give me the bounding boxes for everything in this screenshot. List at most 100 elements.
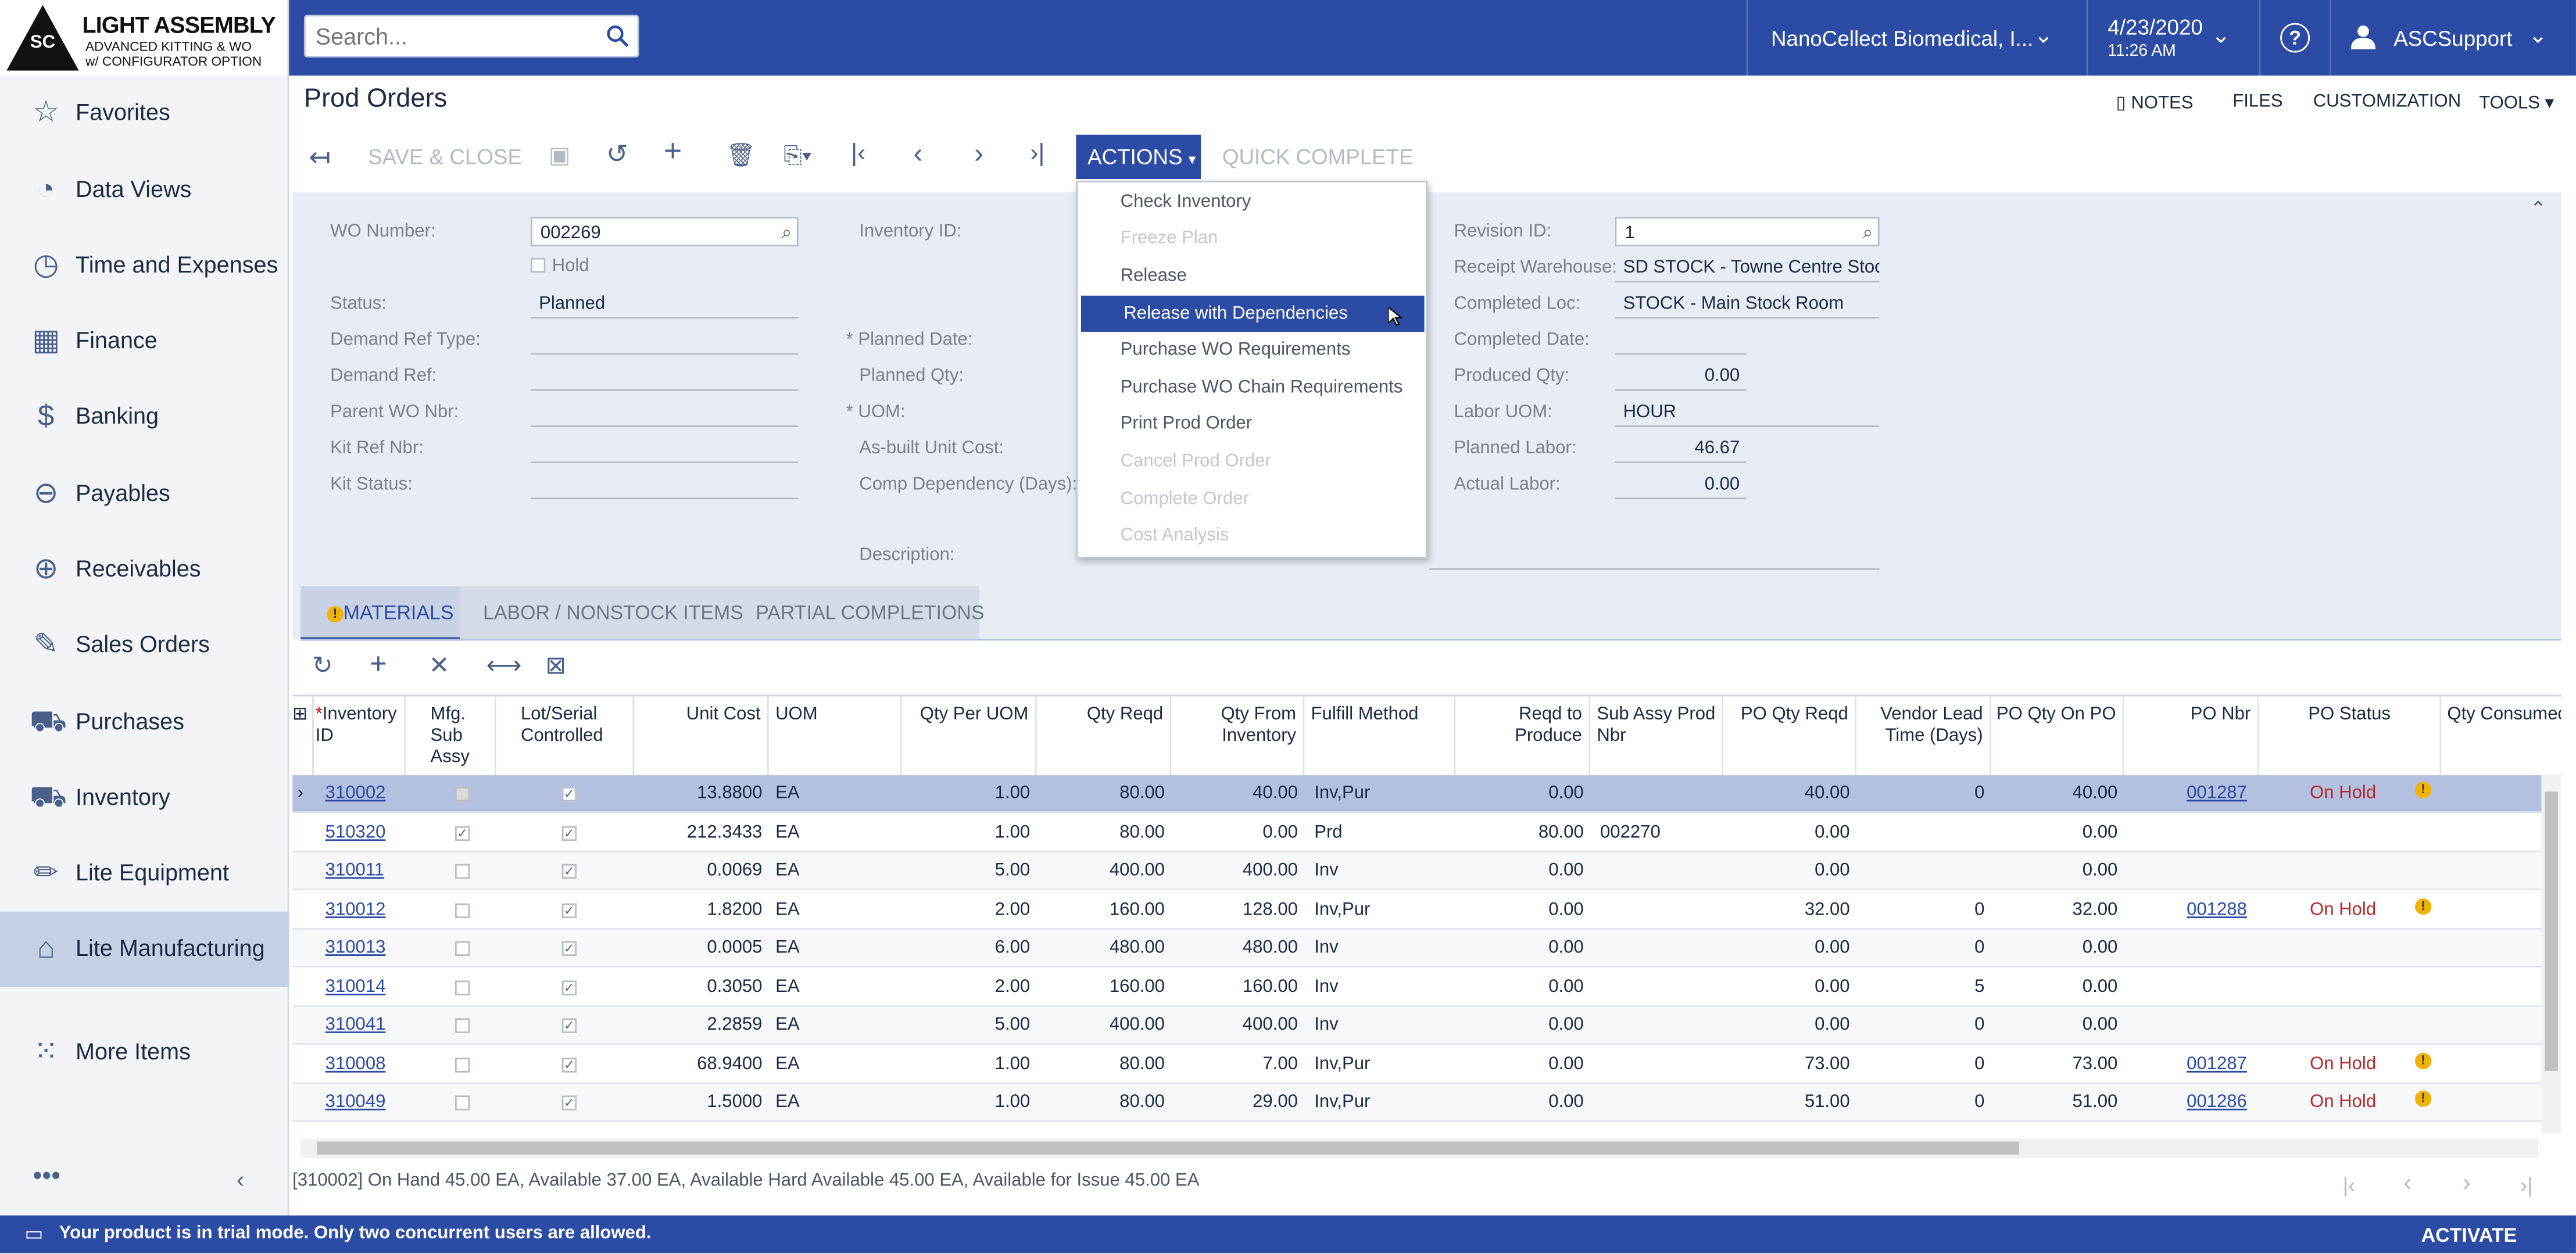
add-icon[interactable]: +	[663, 134, 682, 170]
lot-serial-checkbox[interactable]: ✓	[561, 902, 577, 918]
menu-item-release-with-dependencies[interactable]: Release with Dependencies	[1081, 295, 1425, 332]
first-record-icon[interactable]: |‹	[851, 139, 866, 168]
sidebar-item-favorites[interactable]: ☆ Favorites	[0, 76, 289, 151]
col-qty-per-uom[interactable]: Qty Per UOM	[904, 696, 1037, 776]
col-inventory-id[interactable]: *Inventory ID	[316, 696, 406, 776]
horizontal-scrollbar[interactable]	[300, 1138, 2538, 1158]
lot-serial-checkbox[interactable]: ✓	[561, 941, 577, 956]
sidebar-item-data-views[interactable]: ◔ Data Views	[0, 153, 289, 228]
save-icon[interactable]: ▣	[549, 141, 571, 168]
cell-po-nbr[interactable]	[2187, 852, 2252, 890]
menu-item-freeze-plan[interactable]: Freeze Plan	[1120, 228, 1218, 248]
lot-serial-checkbox[interactable]: ✓	[561, 1056, 577, 1072]
sidebar-item-receivables[interactable]: ⊕ Receivables	[0, 532, 289, 608]
sidebar-item-sales-orders[interactable]: ✎ Sales Orders	[0, 608, 289, 683]
completed-loc-field[interactable]: STOCK - Main Stock Room	[1615, 289, 1880, 319]
mfg-sub-assy-checkbox[interactable]	[455, 941, 470, 956]
cell-po-nbr[interactable]: 001288	[2187, 899, 2247, 919]
col-unit-cost[interactable]: Unit Cost	[636, 696, 769, 776]
mfg-sub-assy-checkbox[interactable]	[455, 786, 470, 802]
fit-columns-icon[interactable]: ⟷	[486, 652, 522, 680]
table-row[interactable]: 310008 68.9400 EA 1.00 80.00 7.00 Inv,Pur 0.00 7…	[292, 1045, 2561, 1084]
vertical-scrollbar[interactable]	[2541, 775, 2561, 1134]
delete-icon[interactable]: 🗑	[726, 141, 756, 168]
search-icon[interactable]: ⌕	[1862, 223, 1873, 243]
undo-icon[interactable]: ↺	[606, 141, 628, 170]
receipt-warehouse-field[interactable]: SD STOCK - Towne Centre Stoc	[1615, 253, 1880, 283]
table-row[interactable]: › 310002 13.8800 EA 1.00 80.00 40.00 Inv,Pur 0.0…	[292, 775, 2561, 814]
menu-item-print-prod-order[interactable]: Print Prod Order	[1120, 414, 1253, 434]
save-close-button[interactable]: SAVE & CLOSE	[368, 144, 522, 170]
pager-first-icon[interactable]: |‹	[2342, 1173, 2356, 1198]
cell-po-nbr[interactable]	[2187, 930, 2252, 968]
row-selector-icon[interactable]: ›	[297, 783, 303, 804]
company-selector[interactable]: NanoCellect Biomedical, I...	[1770, 26, 2034, 51]
cell-po-nbr[interactable]	[2187, 968, 2252, 1006]
customization-link[interactable]: CUSTOMIZATION	[2313, 92, 2461, 112]
table-row[interactable]: 310014 0.3050 EA 2.00 160.00 160.00 Inv 0.00 0.0…	[292, 968, 2561, 1006]
table-row[interactable]: 310011 0.0069 EA 5.00 400.00 400.00 Inv 0.00 0.0…	[292, 852, 2561, 890]
files-link[interactable]: FILES	[2232, 92, 2283, 112]
mfg-sub-assy-checkbox[interactable]	[455, 902, 470, 918]
mfg-sub-assy-checkbox[interactable]	[455, 864, 470, 879]
refresh-icon[interactable]: ↻	[312, 652, 333, 680]
col-sub-assy-prod-nbr[interactable]: Sub Assy Prod Nbr	[1592, 696, 1723, 776]
lot-serial-checkbox[interactable]: ✓	[561, 980, 577, 995]
cell-inventory-id[interactable]: 510320	[325, 822, 386, 842]
revision-field[interactable]: 1 ⌕	[1615, 217, 1880, 246]
demand-ref-field[interactable]	[530, 361, 799, 391]
table-row[interactable]: 310012 1.8200 EA 2.00 160.00 128.00 Inv,Pur 0.0…	[292, 891, 2561, 929]
sidebar-item-banking[interactable]: $ Banking	[0, 379, 289, 455]
lot-serial-checkbox[interactable]: ✓	[561, 825, 577, 840]
cell-inventory-id[interactable]: 310049	[325, 1092, 386, 1112]
sidebar-item-payables[interactable]: ⊖ Payables	[0, 457, 289, 532]
col-mfg-sub-assy[interactable]: Mfg. Sub Assy	[407, 696, 496, 776]
collapse-sidebar-icon[interactable]: ‹	[237, 1166, 245, 1193]
export-excel-icon[interactable]: ⊠	[545, 652, 566, 680]
logo[interactable]: SC LIGHT ASSEMBLY ADVANCED KITTING & WO w…	[0, 0, 289, 76]
mfg-sub-assy-checkbox[interactable]	[455, 1095, 470, 1110]
help-icon[interactable]: ?	[2280, 23, 2310, 53]
search-box[interactable]	[303, 15, 639, 58]
copy-paste-icon[interactable]: ⎘▾	[783, 141, 812, 168]
cell-po-nbr[interactable]: 001287	[2187, 783, 2247, 804]
sidebar-item-purchases[interactable]: ⛟ Purchases	[29, 704, 185, 738]
menu-item-cost-analysis[interactable]: Cost Analysis	[1120, 525, 1229, 546]
col-reqd-to-produce[interactable]: Reqd to Produce	[1457, 696, 1591, 776]
menu-item-purchase-wo-chain-requirements[interactable]: Purchase WO Chain Requirements	[1120, 378, 1403, 398]
quick-complete-button[interactable]: QUICK COMPLETE	[1222, 144, 1414, 170]
lot-serial-checkbox[interactable]: ✓	[561, 1095, 577, 1110]
cell-inventory-id[interactable]: 310011	[325, 861, 385, 881]
lot-serial-checkbox[interactable]: ✓	[561, 1018, 577, 1033]
cell-po-nbr[interactable]	[2187, 814, 2252, 852]
labor-uom-field[interactable]: HOUR	[1615, 397, 1880, 427]
cell-inventory-id[interactable]: 310008	[325, 1054, 386, 1074]
col-fulfill-method[interactable]: Fulfill Method	[1306, 696, 1456, 776]
table-row[interactable]: 310041 2.2859 EA 5.00 400.00 400.00 Inv 0.00 0.0…	[292, 1006, 2561, 1045]
tab-materials[interactable]: ! MATERIALS	[300, 586, 460, 641]
demand-ref-type-field[interactable]	[530, 325, 799, 355]
add-row-icon[interactable]: +	[369, 647, 387, 680]
last-record-icon[interactable]: ›|	[1030, 139, 1045, 168]
sidebar-item-inventory[interactable]: ⛟ Inventory	[29, 780, 170, 814]
pager-last-icon[interactable]: ›|	[2520, 1173, 2533, 1198]
menu-item-release[interactable]: Release	[1120, 266, 1187, 286]
cell-inventory-id[interactable]: 310012	[325, 899, 386, 919]
tools-menu[interactable]: TOOLS ▾	[2479, 94, 2554, 114]
col-po-qty-reqd[interactable]: PO Qty Reqd	[1725, 696, 1856, 776]
completed-date-field[interactable]	[1615, 325, 1747, 355]
parent-wo-field[interactable]	[530, 397, 799, 427]
next-record-icon[interactable]: ›	[974, 138, 984, 170]
sidebar-item-finance[interactable]: ▦ Finance	[0, 304, 289, 379]
kit-ref-field[interactable]	[530, 433, 799, 464]
cell-inventory-id[interactable]: 310041	[325, 1015, 386, 1035]
col-qty-from-inventory[interactable]: Qty From Inventory	[1173, 696, 1305, 776]
search-input[interactable]	[305, 16, 585, 56]
actions-button[interactable]: ACTIONS ▾	[1076, 134, 1201, 180]
actual-labor-field[interactable]: 0.00	[1615, 470, 1747, 500]
col-po-status[interactable]: PO Status	[2260, 696, 2442, 776]
col-po-nbr[interactable]: PO Nbr	[2126, 696, 2259, 776]
activate-button[interactable]: ACTIVATE	[2421, 1223, 2517, 1247]
wo-number-field[interactable]: 002269 ⌕	[530, 217, 799, 246]
user-icon[interactable]	[2350, 24, 2376, 49]
